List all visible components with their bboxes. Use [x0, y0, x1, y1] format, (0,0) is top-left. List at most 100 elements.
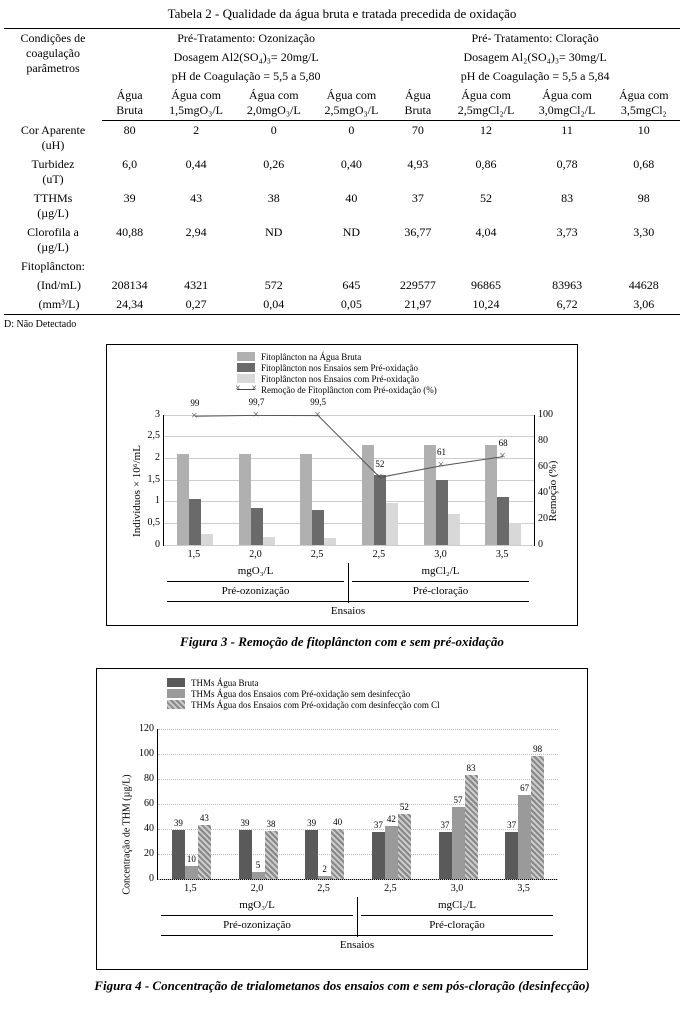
cell: ND	[313, 223, 391, 257]
bar	[465, 775, 478, 879]
cell: ND	[235, 223, 313, 257]
line-marker: ×	[314, 407, 321, 422]
legend-label: THMs Água dos Ensaios com Pré-oxidação c…	[191, 700, 440, 710]
cell: 10,24	[446, 295, 527, 315]
cell: 6,72	[527, 295, 608, 315]
y1-tick: 0,5	[148, 517, 161, 528]
cell: 2,94	[157, 223, 235, 257]
fig3-caption: Figura 3 - Remoção de fitoplâncton com e…	[102, 634, 582, 650]
y-tick: 60	[144, 798, 154, 809]
col-header: Água com3,5mgCl₂	[608, 86, 680, 121]
axis-section: mgO₃/L	[239, 899, 275, 911]
bar	[198, 825, 211, 879]
axis-section: Pré-ozonização	[223, 919, 291, 931]
axis-section: Ensaios	[340, 939, 374, 951]
cell: 12	[446, 121, 527, 155]
value-label: 5	[256, 860, 261, 870]
axis-section	[361, 915, 553, 916]
bar	[505, 832, 518, 878]
value-label: 99	[190, 398, 199, 408]
table2: Tabela 2 - Qualidade da água bruta e tra…	[4, 6, 680, 330]
cell: 6,0	[102, 155, 157, 189]
cell: 2	[157, 121, 235, 155]
value-label: 2	[322, 864, 327, 874]
x-tick: 2,5	[317, 883, 330, 894]
cell: 11	[527, 121, 608, 155]
line-marker: ×	[191, 408, 198, 423]
legend-label: THMs Água Bruta	[191, 678, 259, 688]
x-tick: 2,0	[251, 883, 264, 894]
x-tick: 2,5	[384, 883, 397, 894]
cell: 0,68	[608, 155, 680, 189]
table-footnote: D: Não Detectado	[4, 319, 680, 330]
figure-4: THMs Água Bruta THMs Água dos Ensaios co…	[92, 668, 592, 994]
fig3-legend: Fitoplâncton na Água Bruta Fitoplâncton …	[237, 351, 437, 396]
bar	[239, 830, 252, 879]
bar	[398, 814, 411, 879]
value-label: 39	[307, 818, 316, 828]
value-label: 37	[441, 820, 450, 830]
cell: 3,30	[608, 223, 680, 257]
cell: 4321	[157, 276, 235, 295]
y2-tick: 20	[538, 513, 548, 524]
cell: 0,78	[527, 155, 608, 189]
cell: 40	[313, 189, 391, 223]
fig4-caption: Figura 4 - Concentração de trialometanos…	[92, 978, 592, 994]
y-tick: 40	[144, 823, 154, 834]
axis-section	[161, 915, 353, 916]
axis-section: Pré-ozonização	[222, 585, 290, 597]
value-label: 39	[241, 818, 250, 828]
cell: 44628	[608, 276, 680, 295]
col-header: Água com1,5mgO₃/L	[157, 86, 235, 121]
bar	[374, 475, 386, 544]
swatch-com	[167, 700, 185, 709]
axis-section: Pré-cloração	[413, 585, 469, 597]
y-tick: 20	[144, 848, 154, 859]
axis-section	[348, 563, 349, 603]
row-sub: (mm³/L)	[4, 295, 102, 315]
bar	[509, 523, 521, 545]
value-label: 67	[520, 783, 529, 793]
oz-dosagem: Dosagem Al2(SO₄)₃= 20mg/L	[102, 48, 390, 67]
bar	[265, 831, 278, 879]
bar	[172, 830, 185, 879]
fig3-y2-label: Remoção (%)	[547, 431, 559, 551]
cell: 645	[313, 276, 391, 295]
cell: 0	[313, 121, 391, 155]
value-label: 99,5	[310, 397, 326, 407]
line-marker: ×	[253, 407, 260, 422]
y2-tick: 40	[538, 487, 548, 498]
col-header: Água com2,0mgO₃/L	[235, 86, 313, 121]
bar	[518, 795, 531, 879]
cell: 70	[390, 121, 445, 155]
bar	[497, 497, 509, 545]
cell: 83963	[527, 276, 608, 295]
row-param: Turbidez(uT)	[4, 155, 102, 189]
cell: 21,97	[390, 295, 445, 315]
value-label: 52	[375, 459, 384, 469]
cell: 4,04	[446, 223, 527, 257]
value-label: 57	[454, 795, 463, 805]
cl-dosagem: Dosagem Al₂(SO₄)₃= 30mg/L	[390, 48, 680, 67]
data-table: Condições de coagulação parâmetros Pré-T…	[4, 28, 680, 315]
swatch-bruta	[167, 678, 185, 687]
axis-section: Ensaios	[331, 605, 365, 617]
oz-ph: pH de Coagulação = 5,5 a 5,80	[102, 67, 390, 86]
row-sub: (Ind/mL)	[4, 276, 102, 295]
y1-tick: 1	[155, 495, 160, 506]
x-tick: 1,5	[184, 883, 197, 894]
cell: 98	[608, 189, 680, 223]
value-label: 61	[437, 447, 446, 457]
bar	[305, 830, 318, 879]
value-label: 43	[200, 813, 209, 823]
value-label: 68	[499, 438, 508, 448]
y2-tick: 100	[538, 409, 553, 420]
cell: 0,44	[157, 155, 235, 189]
cell: 83	[527, 189, 608, 223]
cell: 3,73	[527, 223, 608, 257]
y1-tick: 2	[155, 452, 160, 463]
value-label: 40	[333, 817, 342, 827]
cell: 208134	[102, 276, 157, 295]
row-param: Fitoplâncton:	[4, 257, 102, 276]
figure-3: Fitoplâncton na Água Bruta Fitoplâncton …	[102, 344, 582, 650]
